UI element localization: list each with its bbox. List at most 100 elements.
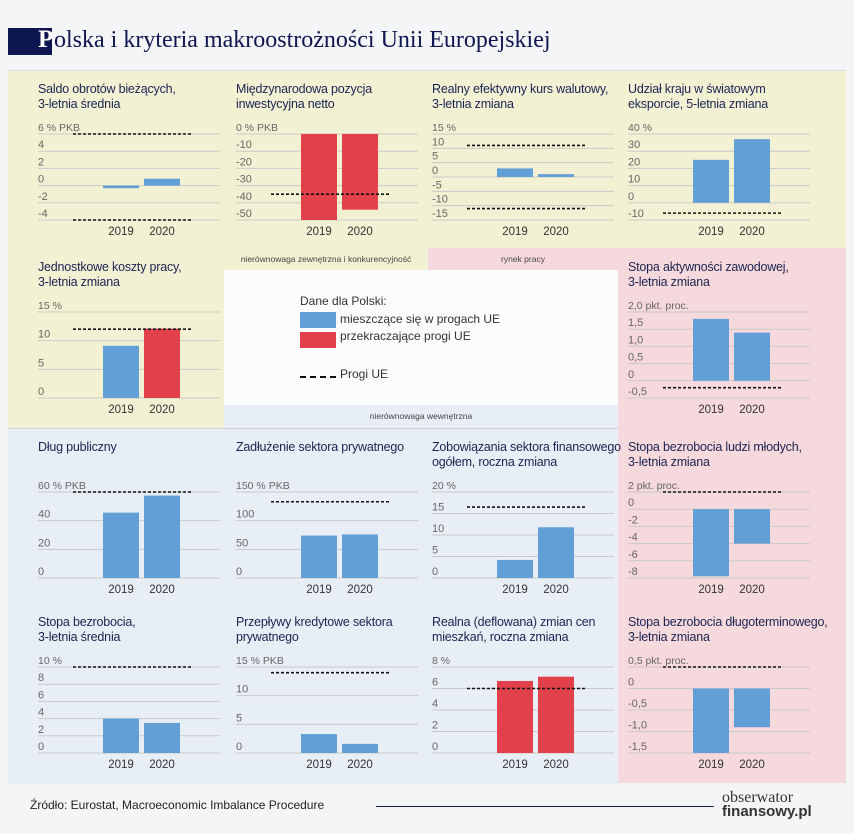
chart-title: Stopa bezrobocia ludzi młodych, 3-letnia…: [628, 440, 802, 469]
bar-chart: 60 % PKB 40 20 0 2019 2020: [38, 480, 220, 596]
tick-label: 0: [628, 191, 634, 203]
chart-title: Saldo obrotów bieżących, 3-letnia średni…: [38, 82, 176, 111]
legend-panel: [224, 270, 618, 405]
tick-label: 2: [38, 724, 44, 736]
tick-label: -0,5: [628, 698, 647, 710]
tick-label: 10 %: [38, 655, 62, 667]
year-label: 2020: [149, 226, 175, 238]
bar-2019: [103, 512, 139, 578]
bar-2019: [693, 688, 729, 753]
bar-chart: 2,0 pkt. proc. 1,5 1,0 0,5 0 -0,5 2019 2020: [628, 300, 810, 416]
tick-label: -6: [628, 549, 638, 561]
bar-2019: [103, 345, 139, 398]
tick-label: 0: [432, 165, 438, 177]
bar-2020: [342, 534, 378, 578]
chart-title: Dług publiczny: [38, 440, 117, 454]
labour-market-panel: [618, 248, 846, 783]
bar-2019: [693, 318, 729, 381]
tick-label: 4: [38, 139, 44, 151]
tick-label: 2,0 pkt. proc.: [628, 300, 689, 312]
tick-label: 5: [38, 357, 44, 369]
title-initial-box: [8, 28, 52, 55]
year-label: 2019: [108, 404, 134, 416]
tick-label: 0: [628, 677, 634, 689]
tick-label: 4: [432, 698, 438, 710]
tick-label: 0: [38, 566, 44, 578]
bar-chart: 2 pkt. proc. 0 -2 -4 -6 -8 2019 2020: [628, 480, 810, 596]
bar-2020: [734, 509, 770, 544]
tick-label: 2 pkt. proc.: [628, 480, 680, 492]
bar-2019: [103, 718, 139, 753]
logo-line1: obserwator: [722, 789, 794, 806]
tick-label: 5: [236, 712, 242, 724]
year-label: 2020: [739, 404, 765, 416]
tick-label: 40 %: [628, 122, 652, 134]
chart-title: Zobowiązania sektora finansowego ogółem,…: [432, 440, 621, 469]
tick-label: -1,5: [628, 741, 647, 753]
chart-title: Udział kraju w światowym eksporcie, 5-le…: [628, 82, 769, 111]
tick-label: 10: [432, 136, 444, 148]
internal-strip: nierównowaga wewnętrzna: [224, 405, 618, 428]
bar-chart: 150 % PKB 100 50 0 2019 2020: [236, 480, 418, 596]
labour-strip: rynek pracy: [428, 248, 618, 270]
chart-title: Zadłużenie sektora prywatnego: [236, 440, 404, 454]
year-label: 2019: [698, 759, 724, 771]
tick-label: 20: [628, 156, 640, 168]
tick-label: -1,0: [628, 720, 647, 732]
year-label: 2019: [698, 226, 724, 238]
tick-label: 2: [38, 156, 44, 168]
external-imbalance-panel-row1: [8, 70, 846, 249]
chart-title: Jednostkowe koszty pracy, 3-letnia zmian…: [38, 260, 182, 289]
bar-chart: 40 % 30 20 10 0 -10 2019 2020: [628, 122, 810, 238]
year-label: 2019: [698, 404, 724, 416]
page-title: olska i kryteria makroostrożności Unii E…: [54, 27, 551, 53]
tick-label: 10: [38, 329, 50, 341]
tick-label: -2: [628, 514, 638, 526]
tick-label: -10: [236, 139, 252, 151]
tick-label: 15 % PKB: [236, 655, 284, 667]
year-label: 2019: [108, 759, 134, 771]
tick-label: 5: [432, 151, 438, 163]
tick-label: 0: [38, 174, 44, 186]
tick-label: -20: [236, 156, 252, 168]
bar-2020: [144, 722, 180, 753]
title-initial: P: [38, 26, 54, 53]
tick-label: -40: [236, 191, 252, 203]
bar-2019: [103, 185, 139, 189]
tick-label: 8: [38, 672, 44, 684]
tick-label: 8 %: [432, 655, 450, 667]
year-label: 2020: [347, 226, 373, 238]
legend-heading: Dane dla Polski:: [300, 294, 387, 308]
year-label: 2019: [502, 759, 528, 771]
year-label: 2020: [739, 226, 765, 238]
year-label: 2019: [306, 759, 332, 771]
tick-label: 10: [236, 684, 248, 696]
year-label: 2020: [149, 584, 175, 596]
chart-title: Stopa bezrobocia, 3-letnia średnia: [38, 615, 136, 644]
tick-label: 15 %: [38, 300, 62, 312]
bar-2019: [497, 168, 533, 177]
tick-label: 1,0: [628, 334, 643, 346]
year-label: 2020: [739, 759, 765, 771]
tick-label: -4: [38, 208, 48, 220]
legend-exceeds-swatch: [300, 332, 336, 348]
legend-threshold-line: [300, 376, 336, 378]
bar-2019: [497, 559, 533, 578]
tick-label: -15: [432, 208, 448, 220]
logo-line2: finansowy.pl: [722, 803, 812, 820]
footer-divider: [376, 806, 714, 807]
chart-title: Realna (deflowana) zmian cen mieszkań, r…: [432, 615, 596, 644]
year-label: 2020: [543, 759, 569, 771]
bar-chart: 15 % 10 5 0 2019 2020: [38, 300, 220, 416]
legend-threshold-label: Progi UE: [340, 367, 389, 381]
tick-label: -2: [38, 191, 48, 203]
tick-label: 0: [432, 741, 438, 753]
tick-label: 0: [38, 741, 44, 753]
year-label: 2019: [306, 584, 332, 596]
bar-chart: 15 % PKB 10 5 0 2019 2020: [236, 655, 418, 771]
year-label: 2019: [108, 226, 134, 238]
tick-label: 6 % PKB: [38, 122, 80, 134]
year-label: 2019: [108, 584, 134, 596]
tick-label: -5: [432, 179, 442, 191]
tick-label: 60 % PKB: [38, 480, 86, 492]
